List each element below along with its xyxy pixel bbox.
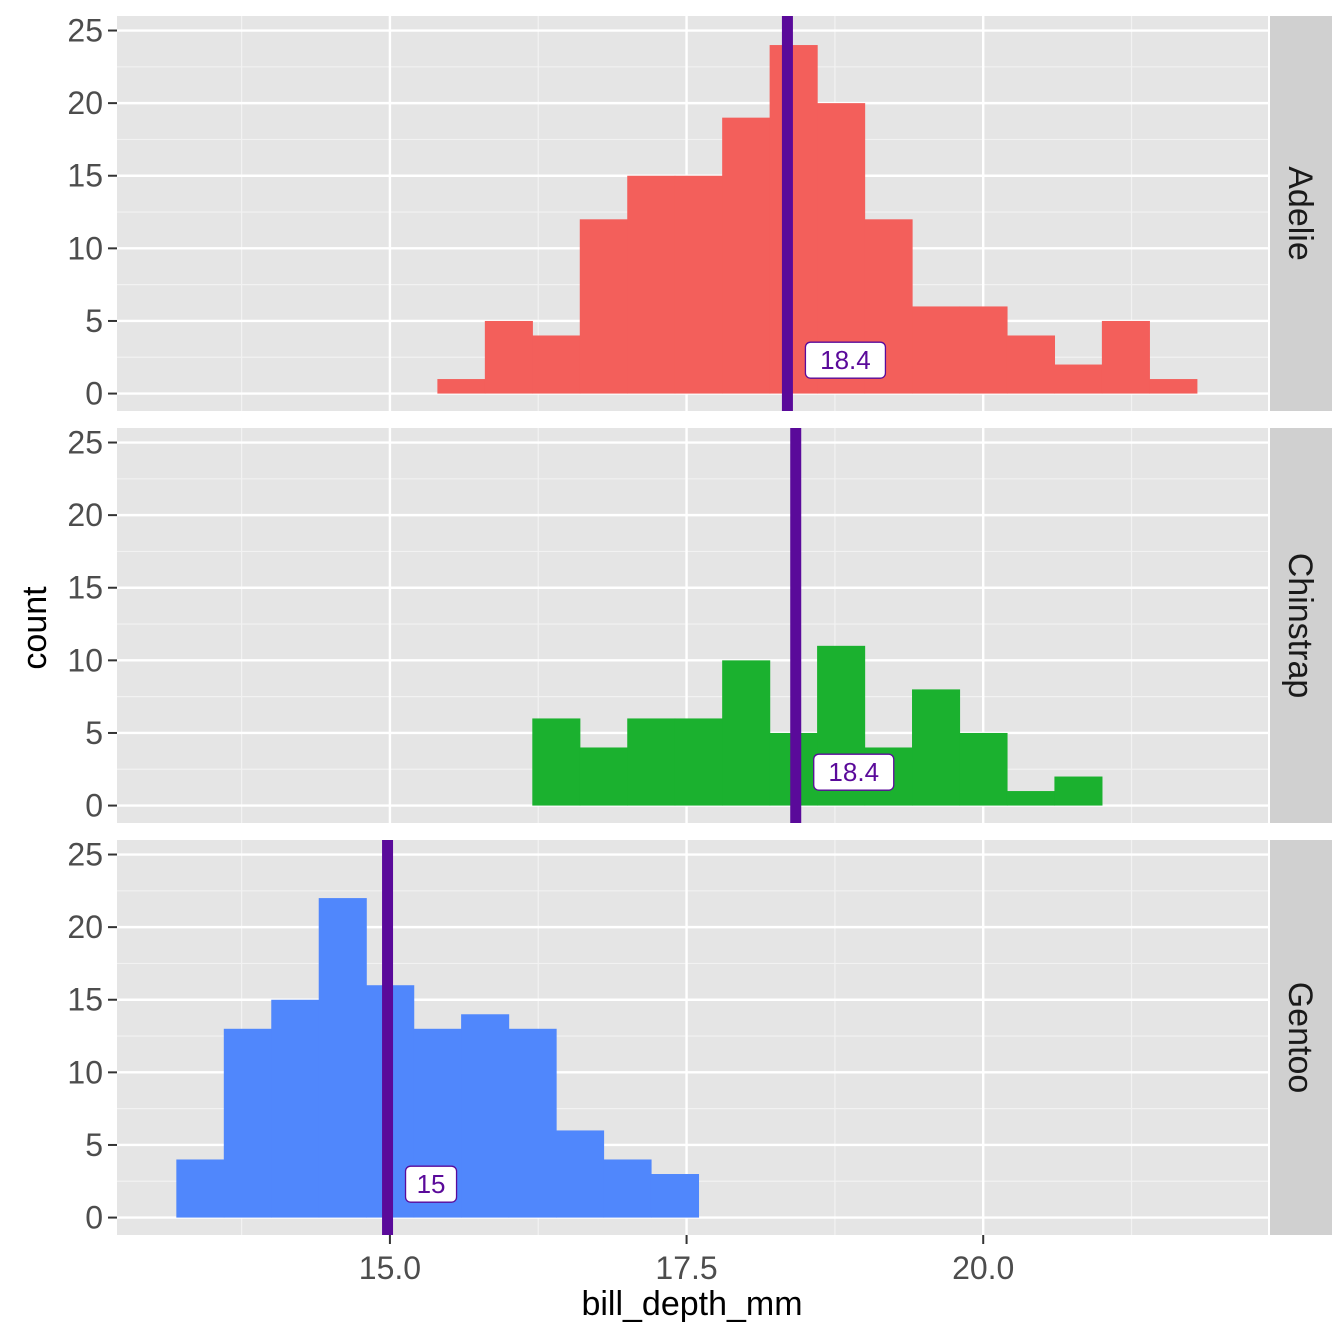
panel-gentoo: 0 5 10 15 20 25 15 Gentoo bbox=[67, 837, 1332, 1236]
mean-label-box bbox=[804, 341, 887, 379]
histogram-bar bbox=[650, 1174, 700, 1218]
mean-label-text: 15 bbox=[417, 1169, 446, 1199]
histogram-bar bbox=[674, 175, 723, 394]
facet-strip-label: Chinstrap bbox=[1281, 553, 1319, 699]
y-tick-label: 10 bbox=[67, 230, 103, 266]
y-tick-label: 15 bbox=[67, 570, 103, 606]
histogram-bar bbox=[556, 1130, 605, 1218]
facet-panels: 0 5 10 15 20 25 18.4 Adelie 0 5 10 15 20 25 18.4 Chinst… bbox=[67, 13, 1332, 1236]
y-tick-label: 0 bbox=[85, 788, 103, 824]
histogram-bar bbox=[912, 306, 961, 394]
mean-label-box bbox=[813, 753, 895, 791]
histogram-bar bbox=[223, 1028, 272, 1218]
histogram-bar bbox=[1149, 379, 1198, 394]
x-tick-label: 20.0 bbox=[952, 1250, 1014, 1286]
histogram-bar bbox=[176, 1159, 225, 1218]
mean-label-text: 18.4 bbox=[820, 345, 871, 375]
x-axis-title: bill_depth_mm bbox=[581, 1285, 802, 1323]
mean-label-text: 18.4 bbox=[828, 757, 879, 787]
histogram-bar bbox=[437, 379, 486, 394]
y-tick-label: 0 bbox=[85, 376, 103, 412]
facet-strip bbox=[1270, 16, 1332, 411]
y-tick-label: 0 bbox=[85, 1200, 103, 1236]
histogram-bar bbox=[627, 175, 676, 394]
y-axis-title: count bbox=[16, 586, 54, 670]
facet-strip bbox=[1270, 428, 1332, 823]
facet-strip-label: Gentoo bbox=[1281, 982, 1319, 1094]
y-tick-label: 20 bbox=[67, 85, 103, 121]
histogram-bar bbox=[769, 45, 818, 394]
histogram-bar bbox=[1054, 364, 1103, 394]
y-tick-label: 5 bbox=[85, 715, 103, 751]
histogram-bar bbox=[722, 660, 771, 806]
mean-label-box bbox=[404, 1165, 458, 1203]
panel-adelie: 0 5 10 15 20 25 18.4 Adelie bbox=[67, 13, 1332, 412]
panel-chinstrap: 0 5 10 15 20 25 18.4 Chinstrap bbox=[67, 425, 1332, 824]
histogram-bar bbox=[318, 898, 367, 1218]
histogram-bar bbox=[627, 718, 676, 806]
mean-label: 18.4 bbox=[804, 341, 887, 379]
y-tick-label: 25 bbox=[67, 425, 103, 461]
mean-label: 18.4 bbox=[813, 753, 895, 791]
histogram-bar bbox=[912, 689, 961, 806]
y-tick-label: 10 bbox=[67, 1054, 103, 1090]
histogram-bar bbox=[1006, 335, 1056, 394]
histogram-bar bbox=[579, 747, 628, 806]
histogram-bar bbox=[959, 732, 1008, 806]
x-tick-label: 15.0 bbox=[359, 1250, 421, 1286]
x-tick-label: 17.5 bbox=[655, 1250, 717, 1286]
histogram-bar bbox=[532, 335, 581, 394]
y-tick-label: 5 bbox=[85, 303, 103, 339]
histogram-bar bbox=[959, 306, 1008, 394]
facet-strip-label: Adelie bbox=[1281, 166, 1319, 261]
histogram-bar bbox=[722, 117, 771, 394]
y-tick-label: 20 bbox=[67, 497, 103, 533]
y-tick-label: 15 bbox=[67, 982, 103, 1018]
y-tick-label: 10 bbox=[67, 642, 103, 678]
histogram-bar bbox=[674, 718, 723, 806]
y-tick-label: 25 bbox=[67, 837, 103, 873]
histogram-bar bbox=[579, 219, 628, 394]
mean-label: 15 bbox=[404, 1165, 458, 1203]
y-tick-label: 5 bbox=[85, 1127, 103, 1163]
x-axis: 15.0 17.5 20.0 bbox=[359, 1235, 1014, 1286]
y-tick-label: 15 bbox=[67, 158, 103, 194]
histogram-bar bbox=[1101, 320, 1150, 394]
histogram-bar bbox=[271, 999, 320, 1218]
y-tick-label: 25 bbox=[67, 13, 103, 49]
histogram-bar bbox=[484, 320, 533, 394]
histogram-bar bbox=[603, 1159, 652, 1218]
facet-strip bbox=[1270, 840, 1332, 1235]
y-tick-label: 20 bbox=[67, 909, 103, 945]
histogram-bar bbox=[532, 718, 581, 806]
histogram-bar bbox=[508, 1028, 557, 1218]
histogram-bar bbox=[1006, 791, 1056, 806]
histogram-bar bbox=[1054, 776, 1103, 806]
histogram-bar bbox=[461, 1014, 510, 1218]
